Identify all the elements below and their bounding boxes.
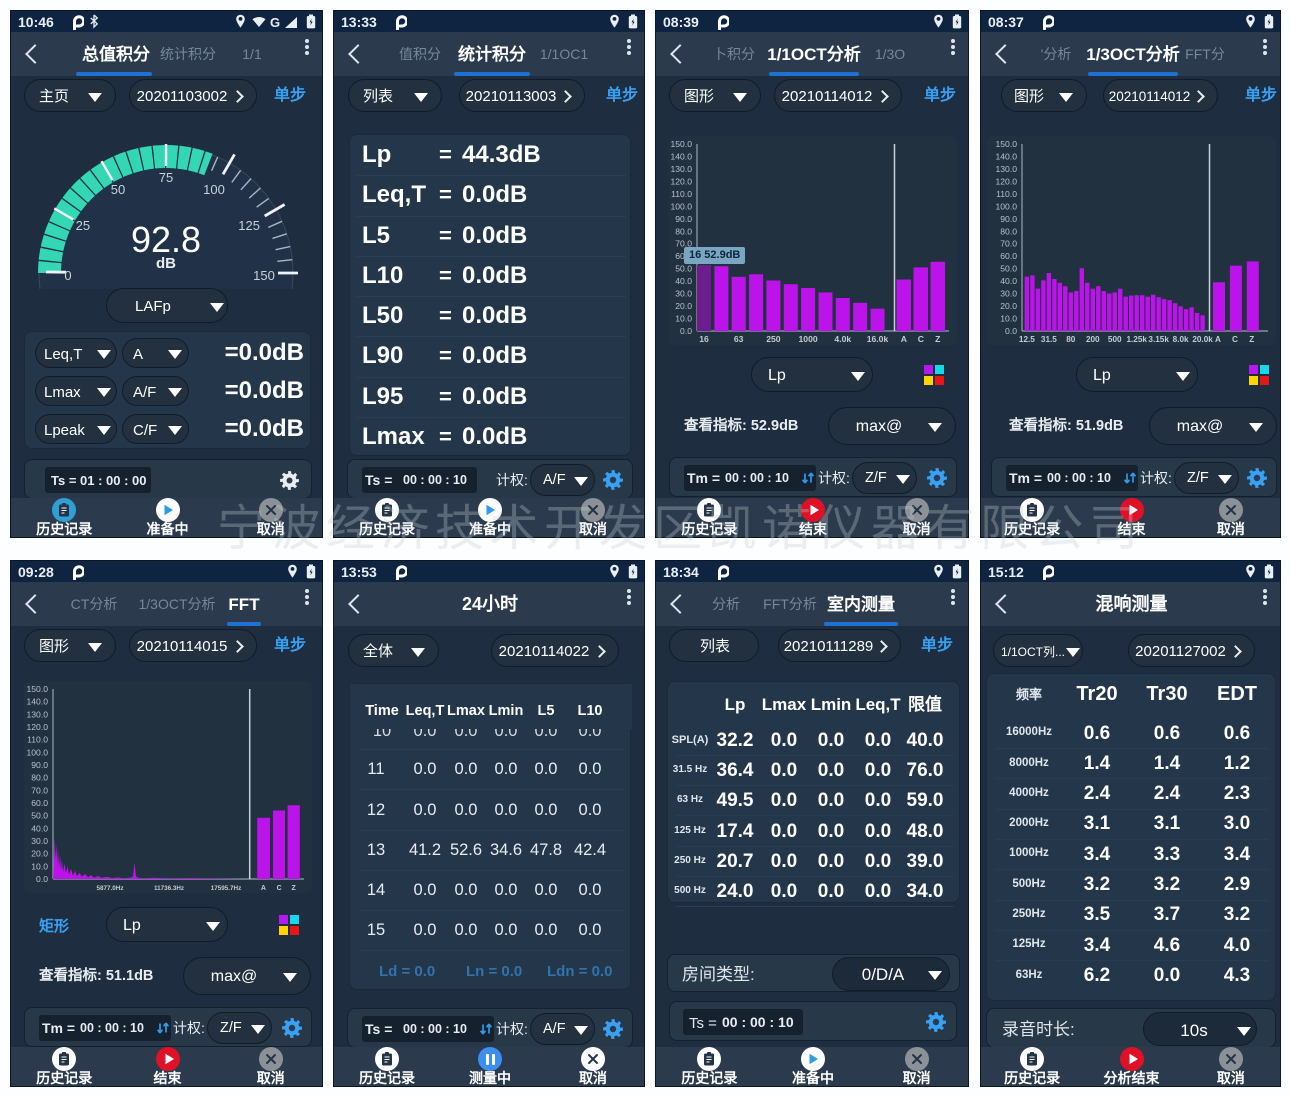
- svg-text:140.0: 140.0: [670, 152, 692, 162]
- svg-text:A: A: [1215, 335, 1221, 344]
- svg-text:5877.0Hz: 5877.0Hz: [97, 885, 124, 892]
- svg-text:80.0: 80.0: [1000, 226, 1017, 236]
- svg-text:C: C: [918, 334, 924, 344]
- svg-text:120.0: 120.0: [670, 176, 692, 186]
- svg-text:90.0: 90.0: [1000, 214, 1017, 224]
- svg-text:10.0: 10.0: [31, 861, 48, 871]
- svg-text:31.5: 31.5: [1041, 335, 1057, 344]
- svg-text:0.0: 0.0: [1005, 326, 1017, 336]
- svg-text:50.0: 50.0: [675, 264, 692, 274]
- svg-text:8.0k: 8.0k: [1173, 335, 1189, 344]
- svg-text:20.0: 20.0: [675, 301, 692, 311]
- svg-text:11736.3Hz: 11736.3Hz: [154, 885, 184, 892]
- svg-text:130.0: 130.0: [995, 164, 1017, 174]
- svg-text:80.0: 80.0: [675, 226, 692, 236]
- svg-text:63: 63: [734, 334, 744, 344]
- svg-text:0.0: 0.0: [36, 874, 48, 884]
- svg-text:500: 500: [1108, 335, 1122, 344]
- svg-text:C: C: [1232, 335, 1238, 344]
- svg-text:80: 80: [1066, 335, 1076, 344]
- svg-text:110.0: 110.0: [27, 735, 48, 745]
- svg-text:4.0k: 4.0k: [834, 334, 851, 344]
- svg-text:90.0: 90.0: [31, 760, 48, 770]
- svg-text:Z: Z: [292, 885, 297, 892]
- svg-text:130.0: 130.0: [670, 164, 692, 174]
- svg-text:70.0: 70.0: [675, 239, 692, 249]
- svg-text:C: C: [277, 885, 282, 892]
- svg-text:100.0: 100.0: [995, 201, 1017, 211]
- svg-text:140.0: 140.0: [26, 697, 48, 707]
- svg-text:140.0: 140.0: [995, 152, 1017, 162]
- svg-text:30.0: 30.0: [675, 289, 692, 299]
- svg-text:Z: Z: [935, 334, 940, 344]
- svg-text:3.15k: 3.15k: [1148, 335, 1169, 344]
- svg-text:200: 200: [1086, 335, 1100, 344]
- svg-text:110.0: 110.0: [671, 189, 692, 199]
- svg-text:250: 250: [766, 334, 781, 344]
- svg-text:1000: 1000: [799, 334, 818, 344]
- svg-text:40.0: 40.0: [1000, 276, 1017, 286]
- svg-text:120.0: 120.0: [995, 176, 1017, 186]
- svg-text:30.0: 30.0: [31, 836, 48, 846]
- svg-text:40.0: 40.0: [675, 276, 692, 286]
- svg-text:20.0: 20.0: [31, 849, 48, 859]
- svg-text:60.0: 60.0: [1000, 251, 1017, 261]
- svg-text:16: 16: [699, 334, 709, 344]
- svg-text:17595.7Hz: 17595.7Hz: [211, 885, 241, 892]
- svg-text:20.0k: 20.0k: [1192, 335, 1213, 344]
- svg-text:120.0: 120.0: [26, 722, 48, 732]
- svg-text:100.0: 100.0: [670, 201, 692, 211]
- svg-text:100.0: 100.0: [26, 747, 48, 757]
- svg-text:90.0: 90.0: [675, 214, 692, 224]
- svg-text:12.5: 12.5: [1019, 335, 1035, 344]
- svg-text:150.0: 150.0: [995, 139, 1017, 149]
- svg-text:30.0: 30.0: [1000, 289, 1017, 299]
- svg-text:150.0: 150.0: [670, 139, 692, 149]
- svg-text:80.0: 80.0: [31, 773, 48, 783]
- svg-text:16.0k: 16.0k: [867, 334, 889, 344]
- svg-text:110.0: 110.0: [996, 189, 1017, 199]
- svg-text:50.0: 50.0: [1000, 264, 1017, 274]
- svg-text:70.0: 70.0: [1000, 239, 1017, 249]
- svg-text:1.25k: 1.25k: [1126, 335, 1147, 344]
- svg-text:10.0: 10.0: [1000, 314, 1017, 324]
- svg-text:20.0: 20.0: [1000, 301, 1017, 311]
- svg-text:0.0: 0.0: [680, 326, 692, 336]
- svg-text:60.0: 60.0: [675, 251, 692, 261]
- svg-text:Z: Z: [1249, 335, 1254, 344]
- svg-text:150.0: 150.0: [26, 684, 48, 694]
- svg-text:50.0: 50.0: [31, 811, 48, 821]
- svg-text:40.0: 40.0: [31, 823, 48, 833]
- svg-text:A: A: [261, 885, 266, 892]
- svg-text:70.0: 70.0: [31, 785, 48, 795]
- svg-text:A: A: [901, 334, 907, 344]
- svg-text:60.0: 60.0: [31, 798, 48, 808]
- svg-text:130.0: 130.0: [26, 709, 48, 719]
- svg-text:10.0: 10.0: [675, 314, 692, 324]
